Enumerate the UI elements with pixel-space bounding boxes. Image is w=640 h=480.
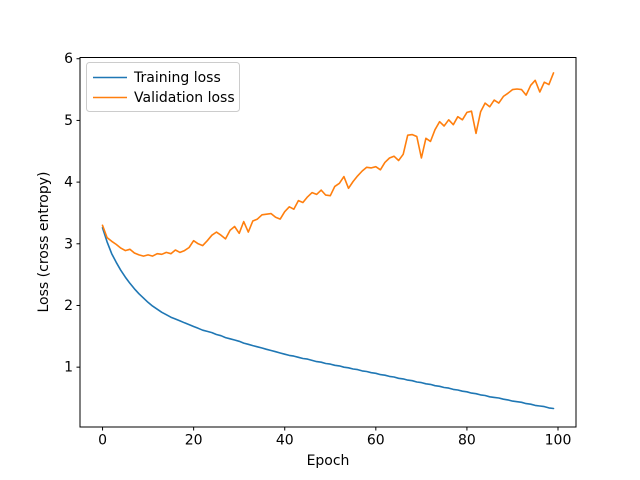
axes-ticks: 0 20 40 60 80 100 1 2 3 4 5 6 bbox=[64, 51, 571, 448]
series-lines bbox=[101, 72, 555, 410]
legend-label-training: Training loss bbox=[133, 70, 221, 86]
x-tick-label: 80 bbox=[458, 433, 476, 449]
y-axis-label: Loss (cross entropy) bbox=[36, 172, 52, 313]
training-loss-line bbox=[101, 227, 555, 410]
x-axis-label: Epoch bbox=[307, 453, 350, 469]
legend-label-validation: Validation loss bbox=[134, 90, 235, 106]
y-tick-label: 1 bbox=[64, 360, 73, 376]
x-tick-label: 60 bbox=[367, 433, 385, 449]
x-tick-label: 0 bbox=[98, 433, 107, 449]
legend-box bbox=[86, 62, 240, 112]
y-tick-label: 2 bbox=[64, 298, 73, 314]
y-tick-label: 4 bbox=[64, 175, 73, 191]
legend: Training loss Validation loss bbox=[86, 62, 240, 112]
validation-loss-line bbox=[101, 72, 555, 257]
y-tick-label: 3 bbox=[64, 236, 73, 252]
y-tick-label: 5 bbox=[64, 113, 73, 129]
axes-spines bbox=[79, 57, 577, 428]
y-tick-label: 6 bbox=[64, 51, 73, 67]
x-tick-label: 100 bbox=[545, 433, 572, 449]
x-tick-label: 20 bbox=[185, 433, 203, 449]
plot-background bbox=[80, 57, 576, 427]
x-tick-label: 40 bbox=[276, 433, 294, 449]
